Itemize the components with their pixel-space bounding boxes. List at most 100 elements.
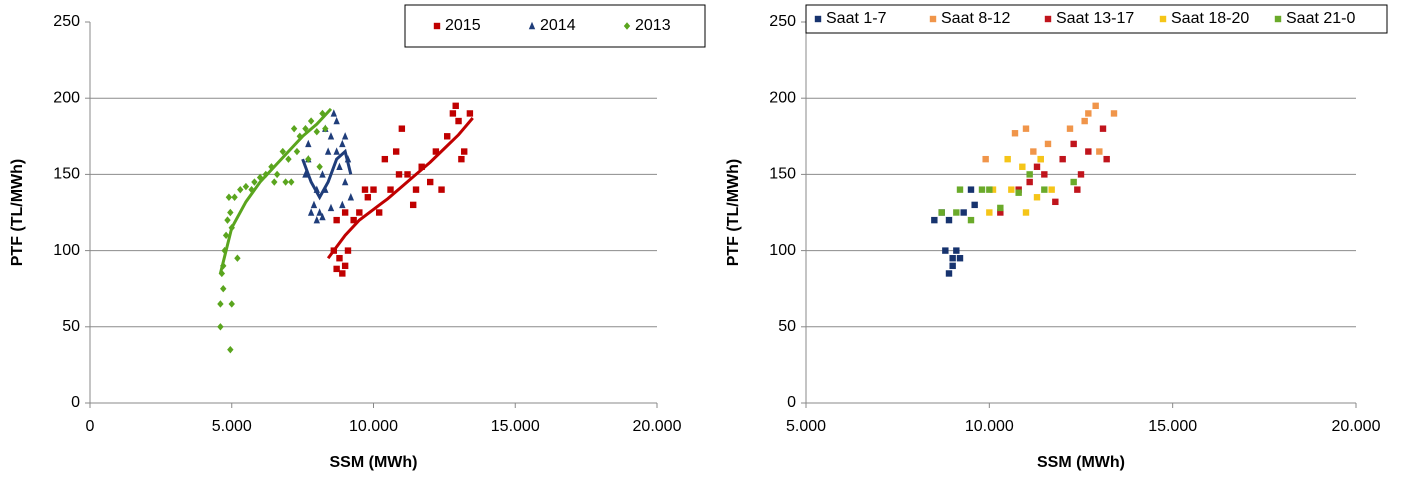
y-tick-label: 250 bbox=[769, 13, 796, 30]
point bbox=[1066, 125, 1074, 132]
point bbox=[1096, 148, 1103, 155]
point bbox=[316, 163, 323, 171]
point bbox=[967, 216, 975, 224]
point bbox=[1004, 155, 1011, 163]
point bbox=[461, 148, 468, 155]
point bbox=[234, 254, 241, 262]
point bbox=[333, 147, 340, 155]
point bbox=[350, 216, 357, 224]
point bbox=[1103, 155, 1110, 163]
point bbox=[313, 128, 320, 136]
point bbox=[282, 178, 289, 186]
y-tick-label: 100 bbox=[53, 242, 80, 259]
legend-box bbox=[404, 4, 706, 48]
point bbox=[307, 117, 315, 125]
y-tick-label: 0 bbox=[71, 394, 80, 411]
point bbox=[248, 185, 255, 194]
point bbox=[242, 182, 250, 191]
point bbox=[409, 201, 417, 209]
point bbox=[1030, 148, 1037, 155]
point bbox=[336, 255, 343, 262]
point bbox=[237, 185, 244, 194]
point bbox=[339, 200, 346, 209]
point bbox=[398, 125, 406, 132]
point bbox=[333, 265, 340, 273]
legend-marker bbox=[1159, 15, 1167, 23]
point bbox=[1041, 171, 1048, 178]
point bbox=[418, 163, 425, 170]
point bbox=[1048, 186, 1055, 193]
point bbox=[271, 178, 278, 186]
point bbox=[1052, 198, 1059, 206]
point bbox=[956, 255, 964, 262]
point bbox=[404, 171, 411, 178]
point bbox=[341, 132, 349, 140]
point bbox=[227, 208, 234, 217]
point bbox=[449, 110, 457, 117]
point bbox=[452, 102, 459, 110]
y-tick-label: 100 bbox=[769, 242, 796, 259]
point bbox=[319, 212, 326, 221]
point bbox=[942, 247, 949, 254]
point bbox=[217, 323, 224, 331]
point bbox=[427, 178, 434, 186]
point bbox=[316, 208, 323, 216]
point bbox=[336, 162, 343, 170]
point bbox=[310, 200, 318, 209]
point bbox=[268, 163, 275, 171]
point bbox=[224, 216, 231, 224]
point bbox=[307, 208, 315, 216]
point bbox=[339, 139, 346, 148]
point bbox=[227, 345, 234, 354]
legend-marker bbox=[929, 15, 937, 23]
point bbox=[1070, 140, 1077, 148]
point bbox=[931, 216, 938, 224]
point bbox=[1092, 102, 1099, 110]
legend-marker bbox=[623, 22, 631, 30]
point bbox=[989, 186, 997, 193]
legend-label: Saat 1-7 bbox=[826, 10, 887, 27]
point bbox=[293, 147, 301, 156]
legend-label: Saat 13-17 bbox=[1056, 10, 1134, 27]
x-axis-label: SSM (MWh) bbox=[1037, 454, 1125, 471]
point bbox=[231, 193, 238, 201]
point bbox=[395, 171, 403, 178]
point bbox=[1033, 163, 1041, 170]
x-tick-label: 10.000 bbox=[965, 418, 1014, 435]
legend-marker bbox=[814, 15, 822, 23]
x-axis-label: SSM (MWh) bbox=[330, 454, 418, 471]
point bbox=[273, 170, 281, 179]
point bbox=[953, 209, 960, 216]
point bbox=[956, 186, 964, 193]
legend-label: Saat 18-20 bbox=[1171, 10, 1249, 27]
point bbox=[960, 209, 967, 216]
point bbox=[1077, 171, 1085, 178]
point bbox=[339, 270, 346, 277]
y-tick-label: 50 bbox=[62, 318, 80, 335]
y-tick-label: 150 bbox=[53, 166, 80, 183]
point bbox=[220, 285, 227, 293]
y-axis-label: PTF (TL/MWh) bbox=[725, 159, 742, 267]
point bbox=[1081, 117, 1088, 125]
point bbox=[344, 247, 352, 254]
point bbox=[1085, 148, 1092, 155]
point bbox=[938, 209, 945, 216]
point bbox=[222, 231, 230, 240]
point bbox=[322, 124, 329, 133]
x-tick-label: 5.000 bbox=[212, 418, 252, 435]
point bbox=[1019, 163, 1026, 170]
point bbox=[327, 203, 335, 212]
point bbox=[953, 247, 960, 254]
legend-label: 2013 bbox=[635, 17, 671, 34]
point bbox=[305, 155, 312, 163]
trend-line bbox=[301, 148, 353, 201]
x-tick-label: 20.000 bbox=[633, 418, 682, 435]
point bbox=[1059, 155, 1066, 163]
point bbox=[1008, 186, 1015, 193]
point bbox=[949, 262, 956, 270]
point bbox=[1070, 178, 1077, 186]
x-tick-label: 15.000 bbox=[1148, 418, 1197, 435]
point bbox=[1022, 125, 1030, 132]
legend-label: 2015 bbox=[445, 17, 481, 34]
point bbox=[444, 133, 451, 140]
